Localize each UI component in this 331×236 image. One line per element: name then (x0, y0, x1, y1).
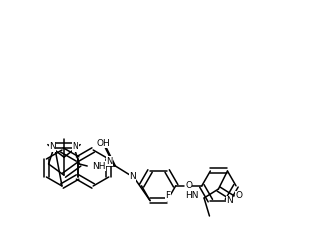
Text: N: N (107, 156, 113, 165)
Text: HN: HN (186, 191, 199, 201)
Text: O: O (235, 191, 242, 201)
Text: N: N (49, 142, 56, 151)
Text: O: O (185, 181, 192, 190)
Text: NH: NH (92, 161, 106, 170)
Text: F: F (166, 191, 171, 200)
Text: N: N (72, 142, 78, 151)
Text: N: N (226, 196, 233, 205)
Text: OH: OH (97, 139, 110, 148)
Text: N: N (129, 172, 136, 181)
